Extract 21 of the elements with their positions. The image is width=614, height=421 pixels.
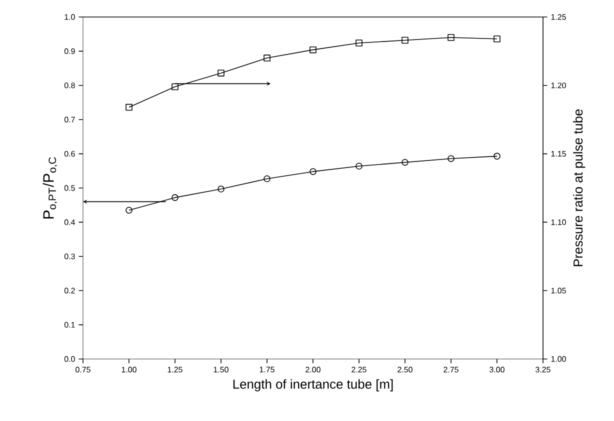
point (310, 46, 316, 54)
point (402, 158, 408, 166)
point (402, 36, 408, 44)
y-axis-title: P$_{o,PT}$/P$_{o,C}$ (42, 157, 58, 219)
point (126, 104, 132, 111)
point (448, 34, 454, 41)
point (494, 152, 500, 160)
point (172, 194, 178, 201)
point (448, 155, 454, 162)
point (264, 175, 270, 182)
point (356, 40, 362, 46)
y2-axis-title: Pressure ratio at pulse tube (573, 109, 586, 266)
point (126, 206, 132, 214)
x-axis-title: Length of inertance tube [m] (233, 379, 393, 392)
point (264, 54, 270, 62)
point (218, 70, 224, 76)
point (494, 35, 500, 42)
point (310, 168, 316, 175)
point (172, 83, 178, 90)
point (356, 162, 362, 170)
point (218, 186, 224, 192)
